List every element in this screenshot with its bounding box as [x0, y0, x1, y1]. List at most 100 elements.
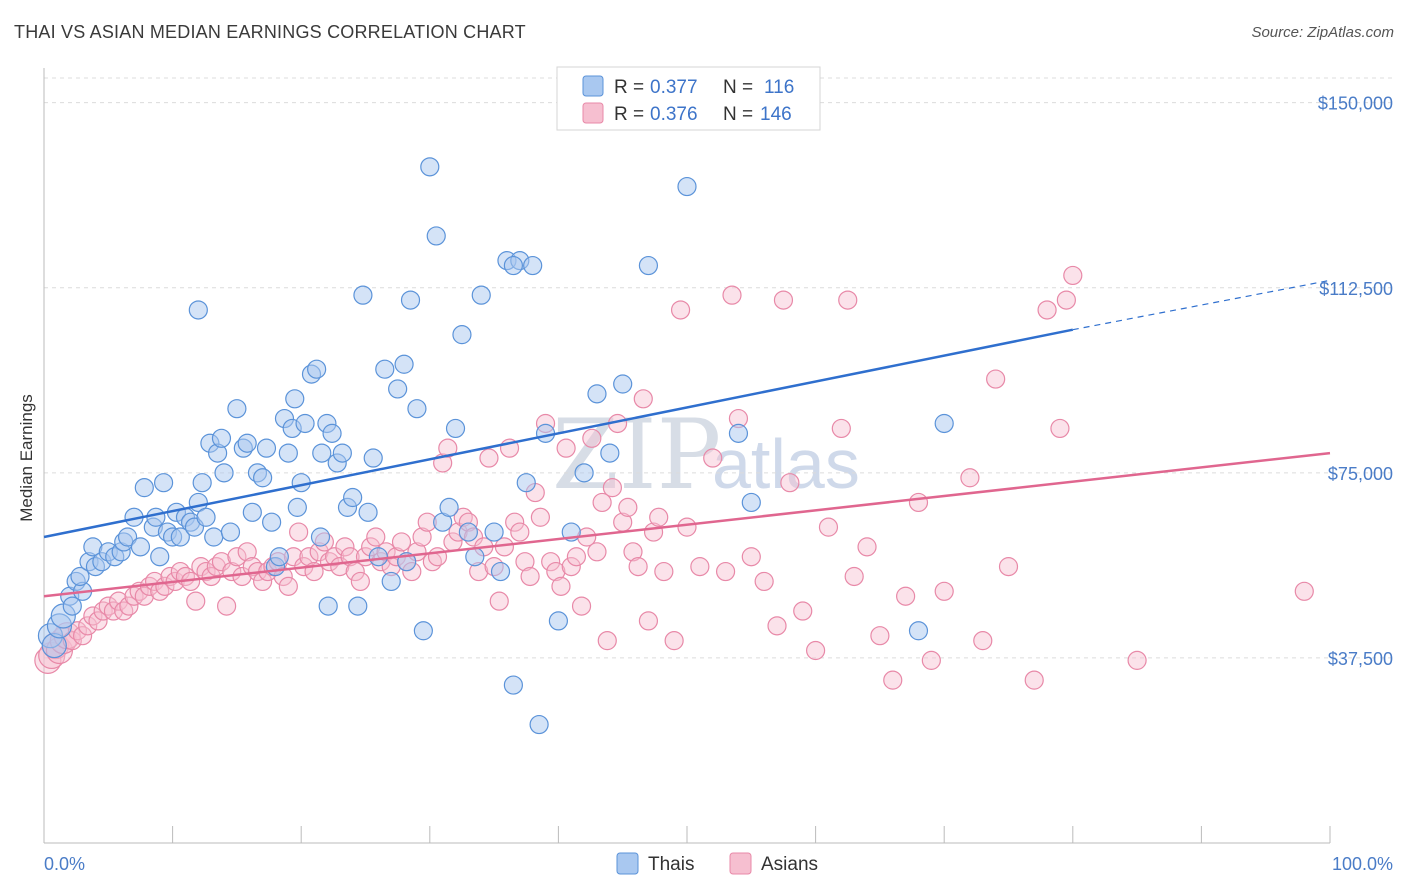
asian-point	[1127, 650, 1147, 670]
asian-point	[754, 571, 774, 592]
asian-point	[438, 438, 458, 458]
thai-point	[310, 527, 331, 547]
axes	[43, 68, 1331, 844]
asian-point	[960, 468, 980, 488]
thai-points	[37, 157, 954, 735]
thai-point	[407, 399, 427, 419]
thai-point	[445, 418, 466, 439]
asian-point	[677, 517, 697, 537]
thai-point	[322, 423, 342, 443]
asian-point	[335, 537, 355, 557]
asian-point	[1050, 418, 1070, 439]
asian-point	[998, 557, 1019, 577]
asian-point	[670, 300, 691, 320]
thai-point	[262, 512, 282, 532]
asian-point	[237, 542, 257, 562]
asian-point	[144, 571, 165, 592]
x-tick-label-end: 100.0%	[1332, 854, 1393, 874]
thai-point	[348, 596, 368, 616]
thai-point	[368, 547, 388, 567]
thai-point	[332, 443, 352, 463]
asian-point	[278, 576, 298, 596]
asian-point	[227, 547, 247, 567]
asian-point	[741, 547, 761, 567]
thai-point	[192, 473, 212, 493]
asian-point	[838, 290, 858, 310]
thai-point	[358, 502, 378, 522]
thai-point	[312, 443, 332, 463]
y-tick-label-0: $37,500	[1328, 649, 1393, 669]
asian-point	[857, 537, 877, 557]
asian-point	[633, 389, 653, 409]
thai-point	[529, 714, 549, 735]
x-tick-labels: 0.0% 100.0%	[44, 854, 1393, 874]
thai-point	[535, 423, 556, 443]
thai-point	[318, 596, 338, 616]
thai-point	[70, 566, 90, 587]
thai-point	[471, 285, 491, 305]
asian-point	[818, 517, 839, 537]
asian-point	[134, 586, 154, 606]
thai-point	[146, 507, 166, 527]
thai-point	[934, 413, 954, 434]
bottom-legend-swatch-asian	[729, 852, 752, 875]
asian-point	[883, 670, 903, 690]
source-credit: Source: ZipAtlas.com	[1251, 24, 1394, 41]
asian-point	[592, 492, 612, 513]
thai-point	[516, 473, 536, 493]
legend-asian-n-label: N =	[723, 104, 753, 125]
thai-point	[256, 438, 277, 458]
legend-thai-r-label: R =	[614, 77, 644, 98]
legend-asian-r-label: R =	[614, 104, 644, 125]
legend-thai-n-value: 116	[764, 77, 794, 98]
thai-point	[452, 325, 472, 345]
legend: R = 0.377 N = 116 R = 0.376 N = 146	[556, 66, 821, 131]
watermark-zip: ZIP	[552, 399, 721, 511]
asian-point	[638, 611, 659, 631]
thai-point	[196, 507, 216, 527]
y-axis-label: Median Earnings	[17, 394, 36, 522]
asian-point	[896, 586, 916, 606]
thai-point	[741, 492, 761, 513]
thai-point	[413, 621, 433, 641]
thai-point	[307, 359, 327, 379]
asian-point	[780, 473, 800, 493]
bottom-legend-asian: Asians	[761, 854, 818, 875]
thai-point	[227, 399, 247, 419]
thai-point	[153, 473, 174, 493]
asian-point	[78, 616, 98, 636]
thai-point	[638, 255, 659, 276]
asian-point	[602, 478, 623, 498]
bottom-legend: Thais Asians	[616, 852, 818, 875]
legend-asian-r-value: 0.376	[650, 104, 698, 125]
asian-point	[103, 601, 124, 621]
thai-point	[117, 527, 138, 547]
legend-thai-n-label: N =	[723, 77, 753, 98]
asian-point	[767, 616, 787, 636]
legend-thai-r-value: 0.377	[650, 77, 698, 98]
thai-point	[503, 255, 523, 276]
asian-point	[793, 601, 813, 621]
thai-point	[388, 379, 408, 399]
thai-point	[204, 527, 224, 547]
asian-point	[722, 285, 742, 305]
asian-point	[391, 532, 412, 552]
asian-point	[582, 428, 602, 448]
asian-point	[587, 542, 607, 562]
thai-point	[574, 463, 594, 483]
asian-point	[870, 626, 890, 646]
asian-point	[1037, 300, 1057, 320]
asian-point	[1024, 670, 1044, 690]
asian-point	[664, 631, 684, 651]
asian-point	[715, 561, 736, 582]
x-tick-label-start: 0.0%	[44, 854, 85, 874]
thai-point	[287, 497, 307, 517]
thai-point	[253, 468, 273, 488]
thai-point	[170, 527, 190, 547]
thai-point	[490, 561, 511, 582]
thai-point	[237, 433, 257, 453]
thai-point	[269, 547, 289, 567]
asian-point	[908, 492, 929, 513]
legend-swatch-thai	[582, 75, 604, 97]
